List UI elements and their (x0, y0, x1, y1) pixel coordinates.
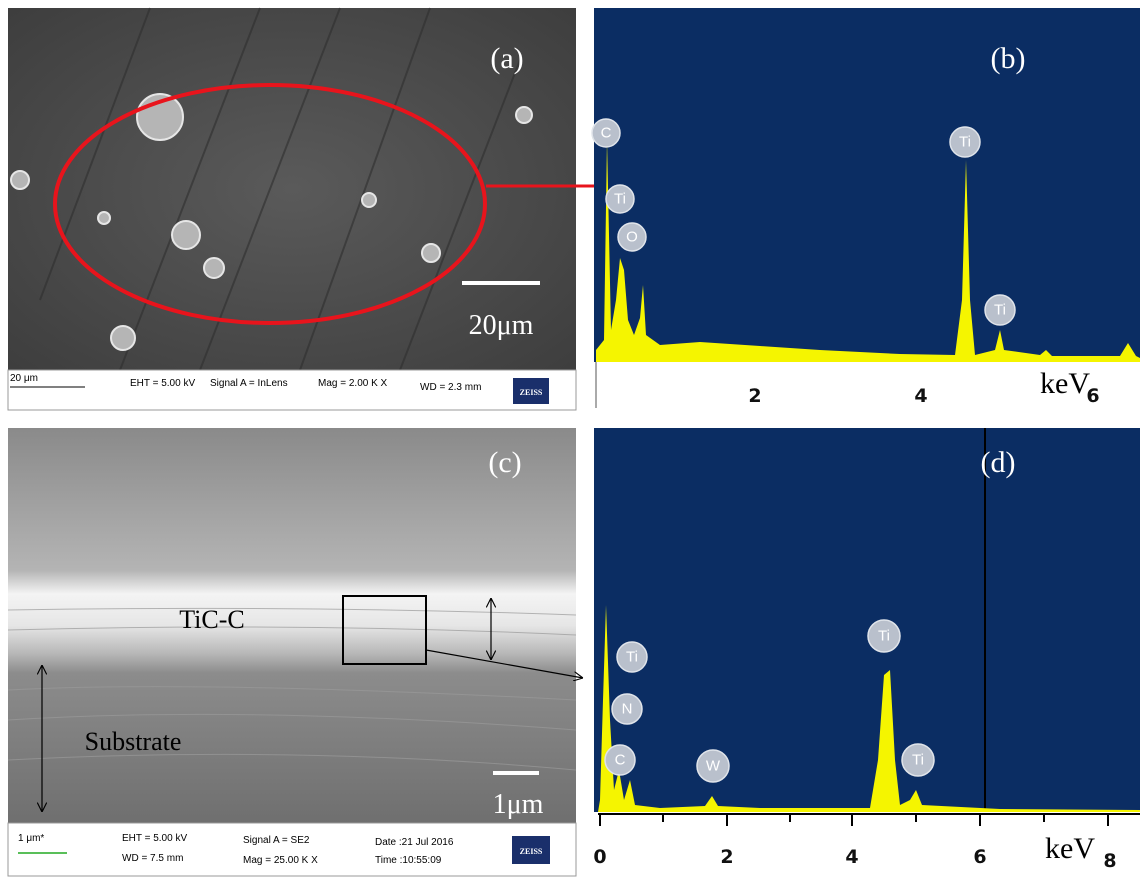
substrate-label: Substrate (85, 727, 182, 756)
peak-label: Ti (994, 302, 1006, 319)
info-scale: 1 μm* (18, 833, 44, 844)
layer-label: TiC-C (179, 605, 245, 634)
info-wd: WD = 2.3 mm (420, 382, 481, 393)
panel-label: (d) (981, 446, 1016, 479)
info-date: Date :21 Jul 2016 (375, 837, 454, 848)
spectrum-bg (594, 8, 1140, 362)
info-mag: Mag = 2.00 K X (318, 378, 388, 389)
peak-label: Ti (614, 191, 626, 208)
panel-label: (b) (991, 42, 1026, 75)
info-bar (8, 370, 576, 410)
scale-bar (462, 281, 540, 285)
x-tick-label: 0 (593, 846, 606, 868)
info-scale: 20 μm (10, 373, 38, 384)
x-unit: keV (1045, 832, 1095, 865)
x-tick-label: 2 (748, 385, 761, 407)
spectrum-bg (594, 428, 1140, 812)
info-signal: Signal A = SE2 (243, 835, 310, 846)
figure: (a) 20μm 20 μm EHT = 5.00 kV Signal A = … (0, 0, 1144, 879)
peak-label: Ti (878, 628, 890, 645)
panel-d: 0 2 4 6 8 keV (d) Ti N C W Ti Ti (593, 428, 1140, 876)
info-eht: EHT = 5.00 kV (122, 833, 187, 844)
peak-label: C (601, 125, 612, 142)
scale-bar (493, 771, 539, 775)
info-bar (8, 823, 576, 876)
info-eht: EHT = 5.00 kV (130, 378, 195, 389)
peak-label: W (706, 758, 721, 775)
info-mag: Mag = 25.00 K X (243, 855, 318, 866)
peak-label: Ti (912, 752, 924, 769)
x-unit: keV (1040, 367, 1090, 400)
panel-c: (c) TiC-C Substrate 1μm 1 μm* EHT = 5.00… (8, 428, 583, 876)
x-tick-label: 6 (973, 846, 986, 868)
peak-label: N (622, 701, 633, 718)
peak-label: C (615, 752, 626, 769)
panel-a: (a) 20μm 20 μm EHT = 5.00 kV Signal A = … (8, 8, 686, 410)
x-tick-label: 4 (914, 385, 927, 407)
panel-b: 2 4 6 keV (b) C Ti O Ti Ti (592, 8, 1140, 408)
info-time: Time :10:55:09 (375, 855, 442, 866)
panel-label: (c) (488, 446, 521, 479)
x-tick-label: 4 (845, 846, 858, 868)
scale-label: 1μm (493, 789, 544, 820)
peak-label: O (626, 229, 638, 246)
peak-label: Ti (959, 134, 971, 151)
info-wd: WD = 7.5 mm (122, 853, 183, 864)
brand: ZEISS (520, 847, 543, 856)
panel-label: (a) (490, 42, 523, 75)
x-tick-label: 2 (720, 846, 733, 868)
scale-label: 20μm (469, 310, 534, 341)
peak-label: Ti (626, 649, 638, 666)
info-signal: Signal A = InLens (210, 378, 288, 389)
brand: ZEISS (520, 388, 543, 397)
x-tick-label: 8 (1103, 850, 1116, 872)
